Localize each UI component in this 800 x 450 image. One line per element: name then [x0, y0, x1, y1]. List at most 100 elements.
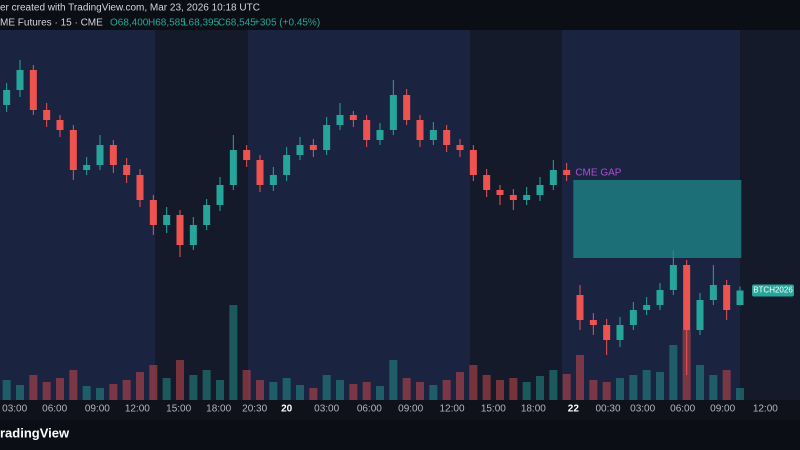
ohlc-change: +305 (+0.45%): [254, 18, 320, 29]
volume-bar: [616, 378, 624, 400]
candle-body: [163, 215, 171, 225]
volume-bar: [549, 370, 558, 400]
candle-body: [616, 325, 624, 340]
x-tick-label: 18:00: [521, 404, 546, 415]
volume-bar: [322, 375, 331, 400]
candle-body: [683, 265, 691, 330]
x-tick-label: 06:00: [670, 404, 695, 415]
x-tick-label: 15:00: [481, 404, 506, 415]
volume-bar: [2, 380, 11, 400]
x-tick-label: 20:30: [242, 404, 267, 415]
volume-bar: [522, 382, 531, 400]
candle-body: [603, 325, 611, 340]
candle-body: [429, 130, 437, 140]
x-tick-label: 09:00: [85, 404, 110, 415]
candle-body: [483, 175, 491, 190]
price-tag-box: [752, 284, 794, 297]
volume-bar: [389, 360, 398, 400]
session-band: [0, 30, 155, 400]
candle-body: [336, 115, 344, 125]
price-tag: BTCH2026: [753, 286, 793, 295]
volume-bar: [402, 378, 411, 400]
volume-bar: [216, 380, 224, 400]
volume-bar: [509, 378, 518, 400]
volume-bar: [416, 382, 424, 400]
candle-body: [256, 160, 264, 185]
volume-bar: [482, 375, 491, 400]
x-tick-label: 09:00: [710, 404, 735, 415]
candle-body: [269, 175, 277, 185]
volume-bar: [309, 388, 318, 400]
volume-bar: [282, 378, 291, 400]
candle-body: [589, 320, 597, 325]
symbol: ME Futures · 15 · CME: [0, 18, 103, 29]
candle-body: [576, 295, 584, 320]
x-tick-label: 03:00: [314, 404, 339, 415]
session-band: [740, 30, 800, 400]
ohlc-high: H68,585: [148, 18, 186, 29]
volume-bar: [736, 388, 744, 400]
volume-bar: [469, 365, 478, 400]
candle-body: [403, 95, 411, 120]
candle-body: [643, 305, 651, 310]
candle-body: [323, 125, 331, 150]
x-tick-label: 12:00: [439, 404, 464, 415]
x-tick-label: 06:00: [357, 404, 382, 415]
candle-body: [56, 120, 64, 130]
x-tick-label: 12:00: [753, 404, 778, 415]
candle-body: [363, 120, 371, 140]
volume-bar: [189, 375, 198, 400]
candle-body: [83, 165, 91, 170]
candle-body: [243, 150, 251, 160]
volume-bar: [376, 386, 384, 400]
volume-bar: [442, 380, 451, 400]
volume-bar: [162, 378, 171, 400]
volume-bar: [669, 345, 678, 400]
candle-body: [416, 120, 424, 140]
volume-bar: [709, 375, 718, 400]
volume-bar: [176, 360, 184, 400]
x-tick-label: 18:00: [206, 404, 231, 415]
header-title: er created with TradingView.com, Mar 23,…: [0, 3, 260, 14]
ohlc-close: C68,545: [218, 18, 256, 29]
volume-bar: [202, 370, 211, 400]
gap-label: CME GAP: [575, 168, 621, 179]
volume-bar: [149, 365, 158, 400]
candle-body: [376, 130, 384, 140]
volume-bar: [362, 382, 371, 400]
ohlc-low: L68,395: [183, 18, 220, 29]
candle-body: [309, 145, 317, 150]
candle-body: [723, 285, 731, 310]
candle-body: [456, 145, 464, 150]
candle-body: [549, 170, 557, 185]
candle-body: [176, 215, 184, 245]
volume-bar: [429, 385, 438, 400]
candle-body: [709, 285, 717, 300]
candle-body: [389, 95, 397, 130]
candle-body: [136, 175, 144, 200]
x-tick-label: 09:00: [398, 404, 423, 415]
volume-bar: [122, 380, 131, 400]
x-tick-label: 06:00: [42, 404, 67, 415]
candle-body: [443, 130, 451, 145]
volume-bar: [136, 372, 144, 400]
volume-bar: [642, 370, 651, 400]
volume-bar: [456, 372, 464, 400]
volume-bar: [42, 382, 51, 400]
volume-bar: [602, 382, 611, 400]
volume-bar: [722, 370, 731, 400]
candle-body: [696, 300, 704, 330]
volume-bar: [256, 380, 264, 400]
volume-bar: [29, 375, 38, 400]
session-band: [155, 30, 248, 400]
volume-bar: [16, 385, 24, 400]
candle-body: [229, 150, 237, 185]
volume-bar: [496, 380, 504, 400]
x-tick-label: 12:00: [125, 404, 150, 415]
ohlc-open: O68,400: [110, 18, 149, 29]
candle-body: [123, 165, 131, 175]
x-tick-label: 00:30: [595, 404, 620, 415]
candle-body: [3, 90, 11, 105]
volume-bar: [229, 305, 238, 400]
